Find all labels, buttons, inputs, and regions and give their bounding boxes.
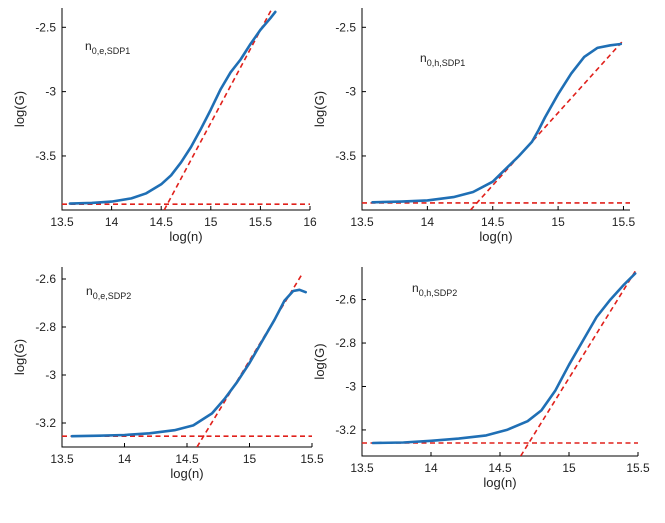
x-tick-label: 15 bbox=[562, 461, 576, 475]
x-tick-label: 14 bbox=[105, 215, 119, 229]
y-axis-label: log(G) bbox=[312, 343, 327, 379]
x-axis-label: log(n) bbox=[479, 229, 512, 244]
x-tick-label: 15.5 bbox=[300, 452, 324, 466]
y-tick-label: -2.5 bbox=[335, 20, 356, 34]
x-tick-label: 13.5 bbox=[350, 461, 374, 475]
y-axis-label: log(G) bbox=[12, 339, 27, 375]
y-axis-label: log(G) bbox=[312, 91, 327, 127]
data-curve bbox=[68, 10, 277, 205]
y-tick-label: -3 bbox=[45, 85, 56, 99]
x-axis-label: log(n) bbox=[483, 475, 516, 490]
data-curve bbox=[371, 272, 637, 445]
x-tick-label: 13.5 bbox=[50, 215, 74, 229]
x-tick-label: 13.5 bbox=[350, 215, 374, 229]
x-tick-label: 16 bbox=[303, 215, 317, 229]
y-tick-label: -3 bbox=[45, 368, 56, 382]
x-tick-label: 14 bbox=[118, 452, 132, 466]
y-tick-label: -2.6 bbox=[35, 272, 56, 286]
x-tick-label: 14.5 bbox=[150, 215, 174, 229]
x-tick-label: 14 bbox=[421, 215, 435, 229]
x-tick-label: 14.5 bbox=[175, 452, 199, 466]
linear-fit-line bbox=[469, 39, 625, 210]
x-tick-label: 13.5 bbox=[50, 452, 74, 466]
data-curve bbox=[371, 42, 623, 204]
plot-area bbox=[62, 273, 312, 447]
linear-fit-line bbox=[163, 7, 274, 210]
y-tick-label: -3.2 bbox=[35, 416, 56, 430]
plot-area bbox=[62, 7, 310, 210]
y-tick-label: -3.5 bbox=[335, 149, 356, 163]
axis-frame bbox=[361, 267, 638, 457]
y-tick-label: -2.8 bbox=[335, 336, 356, 350]
x-tick-label: 14 bbox=[424, 461, 438, 475]
x-tick-label: 14.5 bbox=[488, 461, 512, 475]
axis-frame bbox=[61, 8, 310, 211]
series-annotation: n0,e,SDP1 bbox=[85, 39, 130, 56]
y-axis-label: log(G) bbox=[12, 91, 27, 127]
x-tick-label: 15 bbox=[551, 215, 565, 229]
x-tick-label: 15.5 bbox=[249, 215, 273, 229]
chart-panel-3: 13.5 14 14.5 15 15.5 -3.2 -3 -2.8 -2.6 log(n) log(… bbox=[12, 267, 324, 481]
y-tick-label: -3.2 bbox=[335, 423, 356, 437]
linear-fit-line bbox=[520, 270, 636, 456]
y-tick-label: -2.6 bbox=[335, 293, 356, 307]
chart-panel-2: 13.5 14 14.5 15 15.5 -3.5 -3 -2.5 log(n) log(G) n0… bbox=[312, 8, 635, 244]
plot-area bbox=[362, 270, 638, 456]
data-curve bbox=[70, 288, 307, 438]
x-axis-label: log(n) bbox=[169, 229, 202, 244]
y-tick-label: -2.8 bbox=[35, 320, 56, 334]
y-tick-label: -3 bbox=[345, 85, 356, 99]
chart-panel-1: 13.5 14 14.5 15 15.5 16 -3.5 -3 -2.5 log(n) log(G)… bbox=[12, 7, 317, 244]
y-tick-label: -3.5 bbox=[35, 149, 56, 163]
series-annotation: n0,h,SDP2 bbox=[412, 281, 457, 298]
plot-area bbox=[362, 39, 630, 210]
x-tick-label: 15.5 bbox=[612, 215, 636, 229]
series-annotation: n0,h,SDP1 bbox=[420, 51, 465, 68]
x-tick-label: 15.5 bbox=[626, 461, 650, 475]
x-tick-label: 14.5 bbox=[481, 215, 505, 229]
y-tick-label: -2.5 bbox=[35, 20, 56, 34]
y-tick-label: -3 bbox=[345, 379, 356, 393]
chart-panel-4: 13.5 14 14.5 15 15.5 -3.2 -3 -2.8 -2.6 log(n) log(… bbox=[312, 267, 650, 490]
x-tick-label: 15 bbox=[243, 452, 257, 466]
x-axis-label: log(n) bbox=[170, 466, 203, 481]
series-annotation: n0,e,SDP2 bbox=[86, 284, 131, 301]
x-tick-label: 15 bbox=[204, 215, 218, 229]
